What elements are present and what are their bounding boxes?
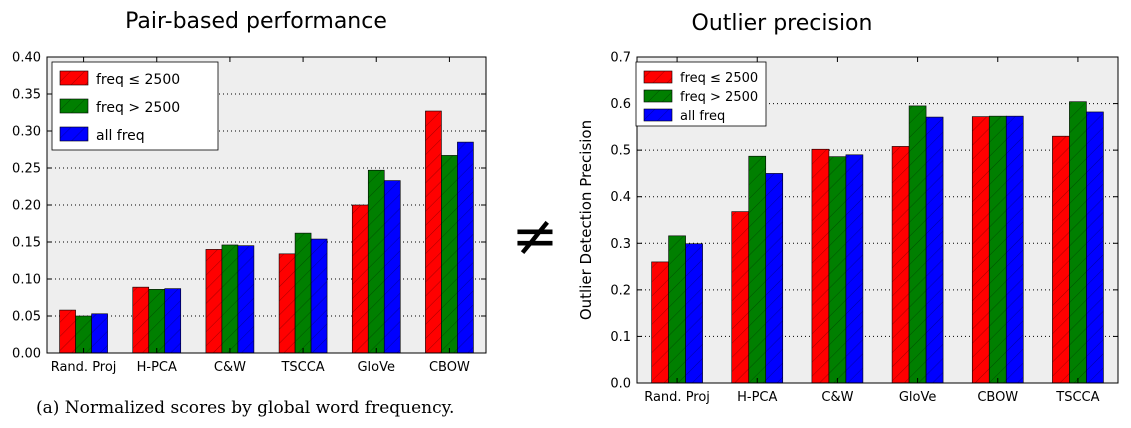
y-tick-label: 0.40 xyxy=(12,51,41,66)
axes-frame xyxy=(46,56,487,354)
axes-frame xyxy=(636,56,1119,384)
x-tick-label: C&W xyxy=(214,360,246,375)
not-equal-symbol: ≠ xyxy=(512,204,559,269)
bar-hatch xyxy=(295,233,312,353)
bar-hatch xyxy=(828,156,846,383)
legend-swatch-hatch xyxy=(60,127,88,141)
legend-label: all freq xyxy=(96,128,145,144)
y-tick-label: 0.3 xyxy=(610,237,631,252)
y-tick-label: 0.0 xyxy=(610,377,631,392)
bar-hatch xyxy=(972,116,990,384)
bar-hatch xyxy=(1086,111,1104,383)
bar-hatch xyxy=(1069,101,1087,384)
bar-hatch xyxy=(441,155,458,353)
bar-hatch xyxy=(457,142,474,353)
bar-hatch xyxy=(685,243,703,383)
bar-hatch xyxy=(311,239,328,353)
y-tick-label: 0.4 xyxy=(610,190,631,205)
bar-hatch xyxy=(132,287,149,353)
bar-hatch xyxy=(668,235,686,383)
legend-label: freq ≤ 2500 xyxy=(96,72,180,88)
bar-hatch xyxy=(59,310,76,353)
bar-hatch xyxy=(279,253,296,353)
bar-hatch xyxy=(765,173,783,383)
y-tick-label: 0.6 xyxy=(610,97,631,112)
y-tick-label: 0.05 xyxy=(12,310,41,325)
bar-hatch xyxy=(148,289,165,353)
y-tick-label: 0.30 xyxy=(12,125,41,140)
x-tick-label: GloVe xyxy=(357,360,395,375)
x-tick-label: Rand. Proj xyxy=(644,390,710,405)
bar-hatch xyxy=(1052,136,1070,383)
legend-label: freq > 2500 xyxy=(680,90,758,105)
x-tick-label: TSCCA xyxy=(280,360,324,375)
x-tick-label: CBOW xyxy=(429,360,470,375)
bar-hatch xyxy=(845,154,863,383)
x-tick-label: H-PCA xyxy=(737,390,777,405)
bar-hatch xyxy=(892,146,910,383)
x-tick-label: C&W xyxy=(821,390,853,405)
pair-based-performance-chart: Pair-based performance 0.00 0.05 0.10 0.15 0.… xyxy=(12,9,487,375)
legend-swatch-hatch xyxy=(60,71,88,85)
chart-title: Pair-based performance xyxy=(125,9,387,34)
bar-hatch xyxy=(926,117,944,383)
bar-hatch xyxy=(91,313,108,353)
x-tick-label: TSCCA xyxy=(1055,390,1099,405)
bar-hatch xyxy=(425,111,442,354)
bar-hatch xyxy=(237,245,254,353)
legend-swatch-hatch xyxy=(60,99,88,113)
bar-hatch xyxy=(731,211,749,383)
bar-hatch xyxy=(75,316,92,353)
outlier-precision-chart: Outlier precision 0.0 0.1 0.2 0.3 0.4 0.5 0.6 0.… xyxy=(577,11,1119,405)
bar-hatch xyxy=(811,149,829,383)
y-tick-label: 0.2 xyxy=(610,283,631,298)
bar-hatch xyxy=(909,105,927,384)
bar-hatch xyxy=(748,156,766,383)
legend-swatch-hatch xyxy=(644,90,672,102)
legend-label: freq ≤ 2500 xyxy=(680,71,758,86)
legend-label: all freq xyxy=(680,109,725,124)
y-axis-label: Outlier Detection Precision xyxy=(577,120,595,320)
legend-swatch-hatch xyxy=(644,71,672,83)
y-tick-label: 0.20 xyxy=(12,199,41,214)
bar-hatch xyxy=(221,244,238,353)
bar-hatch xyxy=(1006,116,1024,383)
chart-title: Outlier precision xyxy=(692,11,873,36)
bar-hatch xyxy=(205,249,222,353)
legend-label: freq > 2500 xyxy=(96,100,180,116)
legend: freq ≤ 2500 freq > 2500 all freq xyxy=(635,61,767,127)
bar-hatch xyxy=(651,261,669,383)
x-tick-label: Rand. Proj xyxy=(51,360,117,375)
y-tick-label: 0.1 xyxy=(610,330,631,345)
x-tick-label: GloVe xyxy=(899,390,937,405)
y-tick-label: 0.00 xyxy=(12,347,41,362)
x-tick-label: H-PCA xyxy=(137,360,177,375)
y-tick-label: 0.7 xyxy=(610,51,631,66)
bar-hatch xyxy=(368,170,385,353)
y-tick-label: 0.5 xyxy=(610,144,631,159)
legend: freq ≤ 2500 freq > 2500 all freq xyxy=(51,61,219,151)
bar-hatch xyxy=(164,288,181,353)
x-tick-label: CBOW xyxy=(977,390,1018,405)
legend-swatch-hatch xyxy=(644,109,672,121)
y-tick-label: 0.25 xyxy=(12,162,41,177)
bar-hatch xyxy=(352,205,369,353)
figure-caption: (a) Normalized scores by global word fre… xyxy=(36,398,454,418)
y-tick-label: 0.35 xyxy=(12,88,41,103)
bar-hatch xyxy=(384,180,401,353)
y-tick-label: 0.10 xyxy=(12,273,41,288)
bar-hatch xyxy=(989,116,1007,383)
y-tick-label: 0.15 xyxy=(12,236,41,251)
